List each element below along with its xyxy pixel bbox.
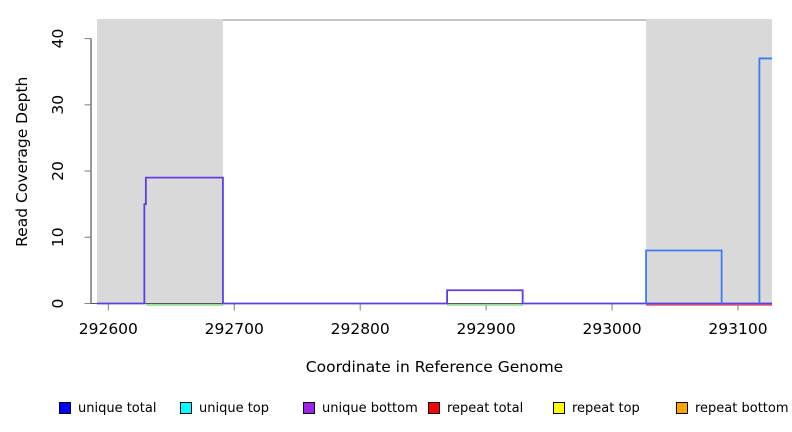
x-tick-label: 293100 [708,320,767,338]
x-tick-label: 292900 [457,320,516,338]
y-tick-label: 40 [49,29,67,49]
legend-swatch-unique-top [180,402,192,414]
legend-swatch-unique-bottom [303,402,315,414]
legend-item-unique-total: unique total [59,397,156,419]
x-tick-label: 293000 [582,320,641,338]
x-tick-label: 292800 [331,320,390,338]
legend-label-repeat-bottom: repeat bottom [695,400,789,416]
series-line-unique-bottom [97,176,772,305]
legend: unique total unique top unique bottom repea… [0,397,792,423]
y-tick-label: 30 [49,95,67,115]
legend-item-unique-top: unique top [180,397,269,419]
legend-label-unique-total: unique total [78,400,157,416]
legend-label-repeat-top: repeat top [572,400,640,416]
x-axis-title: Coordinate in Reference Genome [306,358,563,376]
right-shaded-region [646,19,772,304]
y-tick-label: 20 [49,161,67,181]
legend-swatch-unique-total [59,402,71,414]
legend-item-repeat-bottom: repeat bottom [676,397,789,419]
legend-label-unique-top: unique top [199,400,270,416]
x-tick-label: 292600 [79,320,138,338]
legend-label-repeat-total: repeat total [447,400,524,416]
y-tick-label: 10 [49,227,67,247]
y-axis-title: Read Coverage Depth [13,77,31,247]
y-tick-label: 0 [49,299,67,309]
left-shaded-region [97,19,223,304]
legend-item-repeat-top: repeat top [553,397,640,419]
x-tick-label: 292700 [205,320,264,338]
legend-item-unique-bottom: unique bottom [303,397,418,419]
legend-swatch-repeat-bottom [676,402,688,414]
legend-swatch-repeat-total [428,402,440,414]
legend-swatch-repeat-top [553,402,565,414]
series-line-unique-total [645,249,723,304]
legend-label-unique-bottom: unique bottom [322,400,418,416]
series-line-unique-total [758,57,772,304]
legend-item-repeat-total: repeat total [428,397,523,419]
